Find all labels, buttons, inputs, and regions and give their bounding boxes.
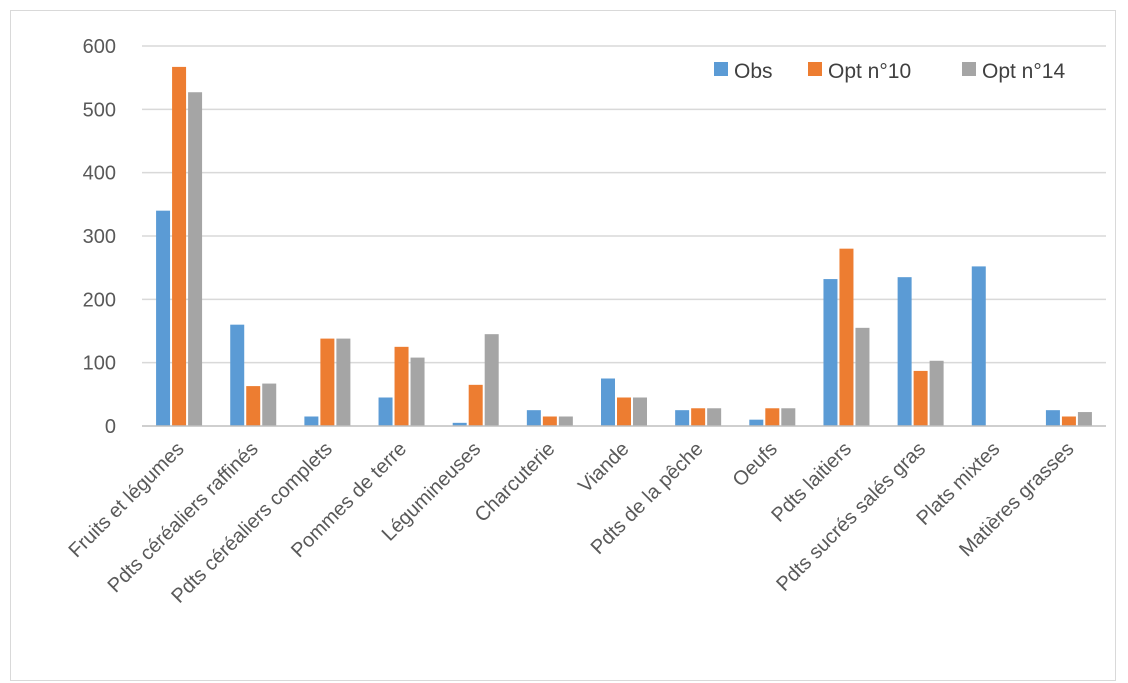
bar-opt-n-14-8: [781, 408, 796, 426]
bar-opt-n-10-3: [394, 346, 409, 426]
bar-opt-n-14-5: [558, 416, 573, 426]
bar-obs-12: [1045, 410, 1060, 426]
bar-obs-6: [601, 378, 615, 426]
bar-opt-n-14-1: [262, 383, 277, 426]
legend-swatch: [714, 62, 728, 76]
y-axis-tick-labels: 0 100 200 300 400 500 600: [83, 36, 116, 438]
legend-swatch: [808, 62, 822, 76]
bar-opt-n-10-7: [691, 408, 706, 426]
bar-obs-10: [897, 277, 912, 426]
bar-obs-11: [971, 266, 986, 426]
x-category-label: Pdts sucrés salés gras: [772, 438, 930, 596]
x-category-label: Pdts céréaliers raffinés: [104, 438, 263, 597]
bar-opt-n-10-4: [468, 384, 483, 426]
bar-obs-0: [156, 210, 171, 426]
bar-opt-n-10-9: [839, 248, 854, 426]
x-category-label: Viande: [574, 438, 633, 497]
y-tick-label: 100: [83, 353, 116, 375]
bar-obs-1: [230, 324, 245, 426]
bar-opt-n-10-12: [1061, 416, 1076, 426]
bar-opt-n-10-2: [320, 338, 335, 426]
bar-opt-n-10-5: [542, 416, 557, 426]
legend-label: Opt n°14: [982, 60, 1065, 83]
bar-opt-n-14-3: [410, 357, 425, 426]
y-tick-label: 500: [83, 99, 116, 121]
bar-opt-n-14-6: [633, 397, 647, 426]
y-tick-label: 0: [105, 416, 116, 438]
bar-obs-2: [304, 416, 319, 426]
bar-opt-n-14-9: [855, 327, 870, 426]
bar-opt-n-14-7: [707, 408, 722, 426]
bar-obs-4: [452, 422, 467, 426]
bar-obs-5: [526, 410, 541, 426]
legend-label: Obs: [734, 60, 773, 83]
bar-opt-n-14-12: [1077, 412, 1092, 426]
legend-label: Opt n°10: [828, 60, 911, 83]
y-tick-label: 600: [83, 36, 116, 58]
bar-opt-n-14-10: [929, 360, 944, 426]
legend: Obs Opt n°10 Opt n°14: [714, 60, 1065, 83]
bar-opt-n-14-4: [484, 334, 499, 426]
bar-opt-n-14-2: [336, 338, 351, 426]
bar-opt-n-10-1: [246, 386, 261, 426]
bar-opt-n-14-0: [188, 92, 203, 426]
bar-obs-7: [675, 410, 690, 426]
bar-obs-9: [823, 279, 838, 426]
y-tick-label: 200: [83, 289, 116, 311]
bar-obs-8: [749, 419, 764, 426]
gridlines: [142, 45, 1106, 364]
x-category-label: Oeufs: [729, 438, 782, 491]
y-tick-label: 300: [83, 226, 116, 248]
legend-swatch: [962, 62, 976, 76]
y-tick-label: 400: [83, 163, 116, 185]
bar-opt-n-10-6: [617, 397, 631, 426]
bar-obs-3: [378, 397, 393, 426]
bar-opt-n-10-0: [172, 66, 187, 427]
bar-opt-n-10-10: [913, 370, 928, 426]
bar-opt-n-10-8: [765, 408, 780, 426]
x-category-label: Charcuterie: [471, 438, 560, 527]
bars: [156, 66, 1092, 427]
